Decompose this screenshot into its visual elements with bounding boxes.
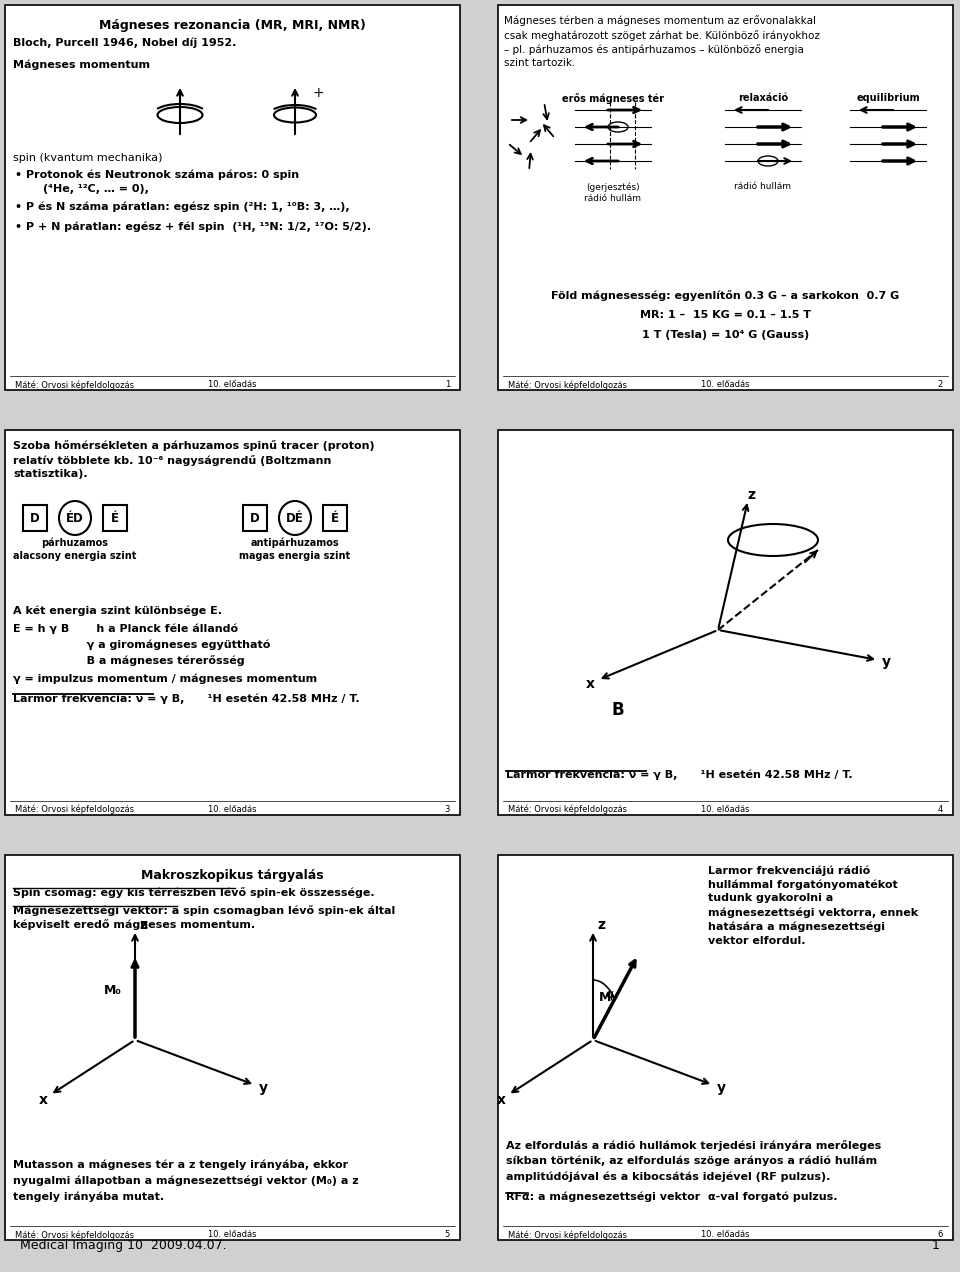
Text: ÉD: ÉD [66, 511, 84, 524]
Text: Larmor frekvencia: ν = γ B,      ¹H esetén 42.58 MHz / T.: Larmor frekvencia: ν = γ B, ¹H esetén 42… [506, 770, 852, 781]
Bar [498, 430, 953, 815]
Text: tengely irányába mutat.: tengely irányába mutat. [13, 1192, 164, 1202]
Text: Föld mágnesesség: egyenlítőn 0.3 G – a sarkokon  0.7 G: Föld mágnesesség: egyenlítőn 0.3 G – a s… [551, 290, 900, 301]
Text: • P + N páratlan: egész + fél spin  (¹H, ¹⁵N: 1/2, ¹⁷O: 5/2).: • P + N páratlan: egész + fél spin (¹H, … [15, 223, 372, 233]
Text: Spin csomag: egy kis térrészben lévő spin-ek összessége.: Spin csomag: egy kis térrészben lévő spi… [13, 887, 374, 898]
Text: D: D [30, 511, 40, 524]
Bar [5, 855, 460, 1240]
Text: Bloch, Purcell 1946, Nobel díj 1952.: Bloch, Purcell 1946, Nobel díj 1952. [13, 37, 236, 47]
Text: z: z [139, 918, 147, 932]
Text: párhuzamos
alacsony energia szint: párhuzamos alacsony energia szint [13, 538, 136, 561]
Text: É: É [111, 511, 119, 524]
Text: antipárhuzamos
magas energia szint: antipárhuzamos magas energia szint [239, 538, 350, 561]
Text: É: É [331, 511, 339, 524]
Text: 1 T (Tesla) = 10⁴ G (Gauss): 1 T (Tesla) = 10⁴ G (Gauss) [642, 329, 809, 340]
Bar [5, 430, 460, 815]
Bar [5, 5, 460, 391]
Text: 10. előadás: 10. előadás [701, 380, 750, 389]
Text: nyugalmi állapotban a mágnesezettségi vektor (M₀) a z: nyugalmi állapotban a mágnesezettségi ve… [13, 1177, 359, 1187]
Text: síkban történik, az elfordulás szöge arányos a rádió hullám: síkban történik, az elfordulás szöge ará… [506, 1156, 877, 1166]
Text: y: y [881, 655, 891, 669]
Text: Makroszkopikus tárgyalás: Makroszkopikus tárgyalás [141, 869, 324, 881]
Text: M₀: M₀ [599, 991, 617, 1004]
Text: Szoba hőmérsékleten a párhuzamos spinű tracer (proton)
relatív többlete kb. 10⁻⁶: Szoba hőmérsékleten a párhuzamos spinű t… [13, 440, 374, 478]
Text: Máté: Orvosi képfeldolgozás: Máté: Orvosi képfeldolgozás [15, 1230, 134, 1239]
Text: 10. előadás: 10. előadás [208, 380, 256, 389]
Text: Máté: Orvosi képfeldolgozás: Máté: Orvosi képfeldolgozás [508, 805, 627, 814]
Text: B: B [612, 701, 624, 719]
Text: Larmor frekvencia: ν = γ B,      ¹H esetén 42.58 MHz / T.: Larmor frekvencia: ν = γ B, ¹H esetén 42… [13, 693, 360, 703]
Text: erős mágneses tér: erős mágneses tér [562, 93, 664, 104]
Text: 10. előadás: 10. előadás [208, 805, 256, 814]
Text: x: x [38, 1093, 47, 1107]
Text: Mágnesezettségi vektor: a spin csomagban lévő spin-ek által: Mágnesezettségi vektor: a spin csomagban… [13, 904, 396, 916]
Text: A két energia szint különbsége E.: A két energia szint különbsége E. [13, 605, 222, 616]
Bar [23, 505, 47, 530]
Text: x: x [586, 677, 594, 691]
Text: M₀: M₀ [104, 983, 122, 996]
Text: Az elfordulás a rádió hullámok terjedési irányára merőleges: Az elfordulás a rádió hullámok terjedési… [506, 1140, 881, 1151]
Text: 6: 6 [938, 1230, 943, 1239]
Text: 3: 3 [444, 805, 450, 814]
Text: z: z [597, 918, 605, 932]
Text: α: α [605, 988, 613, 1001]
Text: 4: 4 [938, 805, 943, 814]
Text: +: + [312, 86, 324, 100]
Text: 5: 5 [444, 1230, 450, 1239]
Text: Máté: Orvosi képfeldolgozás: Máté: Orvosi képfeldolgozás [508, 1230, 627, 1239]
Text: x: x [496, 1093, 506, 1107]
Text: equilibrium: equilibrium [856, 93, 920, 103]
Text: RFα: a mágnesezettségi vektor  α-val forgató pulzus.: RFα: a mágnesezettségi vektor α-val forg… [506, 1192, 837, 1202]
Text: Mágneses momentum: Mágneses momentum [13, 60, 150, 70]
Text: Medical Imaging 10  2009.04.07.: Medical Imaging 10 2009.04.07. [20, 1239, 227, 1252]
Text: Mágneses rezonancia (MR, MRI, NMR): Mágneses rezonancia (MR, MRI, NMR) [99, 19, 366, 32]
Text: E = h γ B       h a Planck féle állandó: E = h γ B h a Planck féle állandó [13, 623, 238, 633]
Text: y: y [716, 1081, 726, 1095]
Bar [323, 505, 347, 530]
Text: • P és N száma páratlan: egész spin (²H: 1, ¹⁰B: 3, …),: • P és N száma páratlan: egész spin (²H:… [15, 202, 349, 212]
Text: Máté: Orvosi képfeldolgozás: Máté: Orvosi képfeldolgozás [15, 380, 134, 389]
Text: y: y [258, 1081, 268, 1095]
Text: relaxáció: relaxáció [738, 93, 788, 103]
Text: DÉ: DÉ [286, 511, 304, 524]
Text: képviselt eredő mágneses momentum.: képviselt eredő mágneses momentum. [13, 918, 255, 930]
Text: Mágneses térben a mágneses momentum az erővonalakkal
csak meghatározott szöget z: Mágneses térben a mágneses momentum az e… [504, 15, 820, 69]
Text: Mutasson a mágneses tér a z tengely irányába, ekkor: Mutasson a mágneses tér a z tengely irán… [13, 1160, 348, 1170]
Text: rádió hullám: rádió hullám [734, 182, 791, 191]
Text: B a mágneses térerősség: B a mágneses térerősség [13, 655, 245, 667]
Text: z: z [747, 488, 755, 502]
Ellipse shape [59, 501, 91, 536]
Text: MR: 1 –  15 KG = 0.1 – 1.5 T: MR: 1 – 15 KG = 0.1 – 1.5 T [640, 310, 811, 321]
Text: 1: 1 [932, 1239, 940, 1252]
Text: 10. előadás: 10. előadás [701, 1230, 750, 1239]
Text: 1: 1 [444, 380, 450, 389]
Text: γ = impulzus momentum / mágneses momentum: γ = impulzus momentum / mágneses momentu… [13, 673, 317, 683]
Text: 10. előadás: 10. előadás [701, 805, 750, 814]
Bar [243, 505, 267, 530]
Text: amplitúdójával és a kibocsátás idejével (RF pulzus).: amplitúdójával és a kibocsátás idejével … [506, 1172, 830, 1183]
Ellipse shape [279, 501, 311, 536]
Text: D: D [251, 511, 260, 524]
Text: 10. előadás: 10. előadás [208, 1230, 256, 1239]
Text: (⁴He, ¹²C, … = 0),: (⁴He, ¹²C, … = 0), [43, 184, 149, 195]
Text: spin (kvantum mechanika): spin (kvantum mechanika) [13, 153, 162, 163]
Text: Máté: Orvosi képfeldolgozás: Máté: Orvosi képfeldolgozás [508, 380, 627, 389]
Bar [498, 5, 953, 391]
Text: • Protonok és Neutronok száma páros: 0 spin: • Protonok és Neutronok száma páros: 0 s… [15, 170, 300, 181]
Text: Máté: Orvosi képfeldolgozás: Máté: Orvosi képfeldolgozás [15, 805, 134, 814]
Bar [103, 505, 127, 530]
Text: (gerjesztés)
rádió hullám: (gerjesztés) rádió hullám [585, 182, 641, 202]
Bar [498, 855, 953, 1240]
Text: γ a giromágneses együttható: γ a giromágneses együttható [13, 639, 271, 650]
Text: 2: 2 [938, 380, 943, 389]
Text: Larmor frekvenciájú rádió
hullámmal forgatónyomatékot
tudunk gyakorolni a
mágnes: Larmor frekvenciájú rádió hullámmal forg… [708, 865, 918, 945]
